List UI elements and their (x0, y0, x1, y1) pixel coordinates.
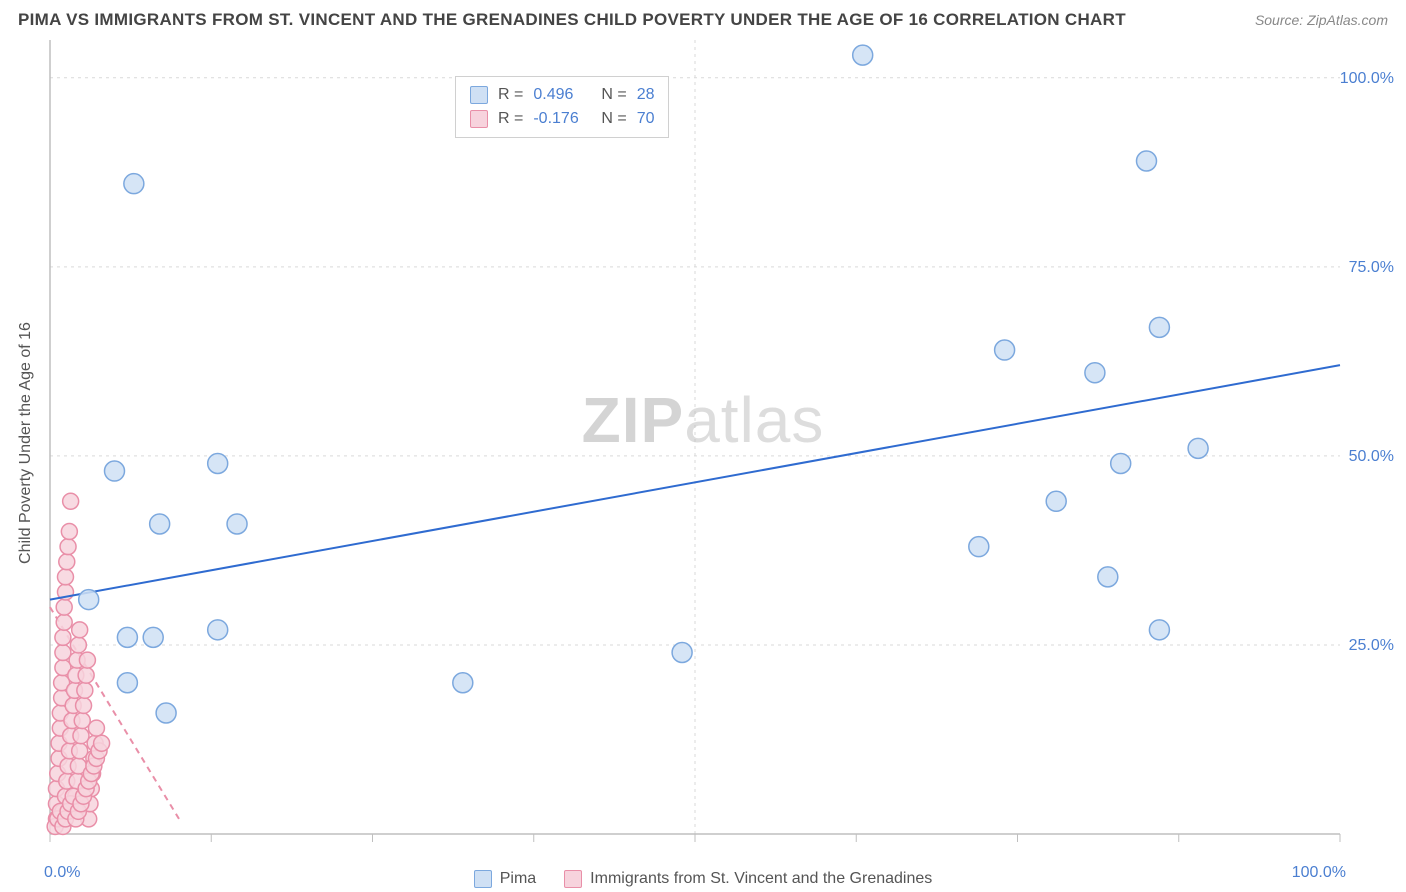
n-value: 28 (637, 83, 655, 107)
r-value: 0.496 (533, 83, 591, 107)
source-label: Source: ZipAtlas.com (1255, 12, 1388, 28)
r-value: -0.176 (533, 107, 591, 131)
legend-item: Pima (474, 870, 536, 888)
n-value: 70 (637, 107, 655, 131)
r-label: R = (498, 107, 523, 131)
legend-label: Immigrants from St. Vincent and the Gren… (590, 870, 932, 888)
x-axis-min-label: 0.0% (44, 864, 80, 882)
svg-text:25.0%: 25.0% (1349, 637, 1394, 654)
stats-row: R = 0.496 N = 28 (470, 83, 654, 107)
legend-swatch (470, 110, 488, 128)
scatter-plot: 25.0% 50.0% 75.0% 100.0% (0, 34, 1406, 864)
chart-area: Child Poverty Under the Age of 16 ZIPatl… (0, 34, 1406, 892)
y-axis-label: Child Poverty Under the Age of 16 (17, 322, 35, 564)
r-label: R = (498, 83, 523, 107)
n-label: N = (601, 107, 626, 131)
x-axis-max-label: 100.0% (1292, 864, 1346, 882)
legend-item: Immigrants from St. Vincent and the Gren… (564, 870, 932, 888)
svg-text:50.0%: 50.0% (1349, 448, 1394, 465)
svg-text:100.0%: 100.0% (1340, 70, 1394, 87)
legend-swatch (564, 870, 582, 888)
stats-row: R = -0.176 N = 70 (470, 107, 654, 131)
legend-swatch (474, 870, 492, 888)
legend: Pima Immigrants from St. Vincent and the … (0, 870, 1406, 888)
chart-title: PIMA VS IMMIGRANTS FROM ST. VINCENT AND … (18, 10, 1126, 30)
correlation-stats-box: R = 0.496 N = 28 R = -0.176 N = 70 (455, 76, 669, 138)
header: PIMA VS IMMIGRANTS FROM ST. VINCENT AND … (0, 0, 1406, 36)
svg-text:75.0%: 75.0% (1349, 259, 1394, 276)
legend-label: Pima (500, 870, 536, 888)
n-label: N = (601, 83, 626, 107)
legend-swatch (470, 86, 488, 104)
